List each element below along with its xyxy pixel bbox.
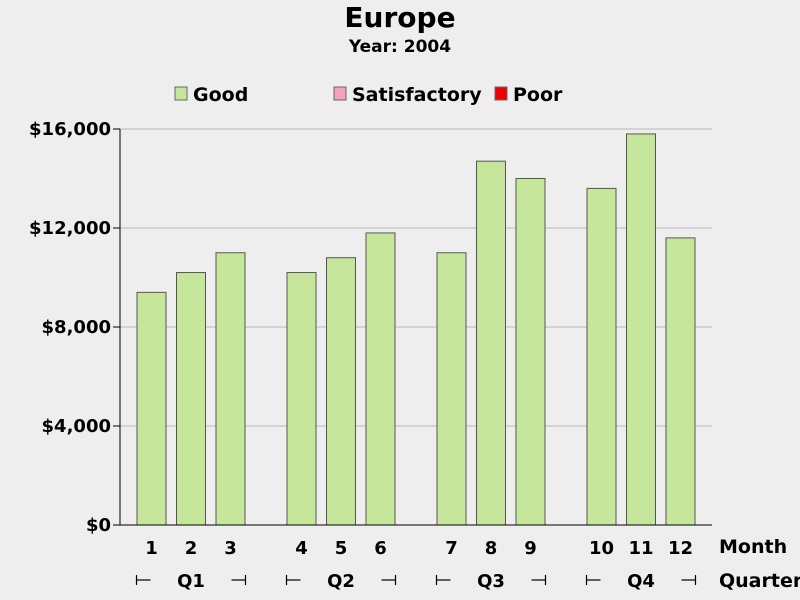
x-tick-label: 11 xyxy=(628,538,653,559)
bar-month-12 xyxy=(665,237,696,526)
x-tick-label: 1 xyxy=(145,538,158,559)
legend: Good Satisfactory Poor xyxy=(174,84,563,106)
bar-month-10 xyxy=(586,187,617,526)
y-tick-label: $0 xyxy=(86,515,111,536)
x-tick-label: 4 xyxy=(295,538,308,559)
legend-swatch-good xyxy=(174,86,188,101)
legend-label-good: Good xyxy=(193,84,248,106)
group-axis-label: Quarter xyxy=(719,570,800,592)
x-tick-label: 5 xyxy=(335,538,348,559)
legend-label-poor: Poor xyxy=(513,84,563,106)
bar-month-2 xyxy=(176,272,206,526)
x-tick-label: 2 xyxy=(185,538,198,559)
y-tick-label: $12,000 xyxy=(29,218,111,239)
bars xyxy=(136,133,696,526)
legend-swatch-satisfactory xyxy=(333,86,347,101)
legend-swatch-poor xyxy=(494,86,508,101)
x-tick-label: 12 xyxy=(668,538,693,559)
x-axis-label: Month xyxy=(719,536,787,558)
bar-month-1 xyxy=(136,291,167,526)
chart-subtitle: Year: 2004 xyxy=(348,37,451,57)
x-tick-label: 7 xyxy=(445,538,458,559)
bar-month-7 xyxy=(436,252,467,526)
y-tick-label: $8,000 xyxy=(42,317,111,338)
quarter-label: Q1 xyxy=(177,571,205,592)
bar-month-6 xyxy=(365,232,396,526)
x-tick-label: 10 xyxy=(589,538,614,559)
y-tick-label: $4,000 xyxy=(42,416,111,437)
chart-title: Europe xyxy=(344,1,455,34)
quarter-label: Q2 xyxy=(327,571,355,592)
x-tick-label: 8 xyxy=(485,538,498,559)
legend-label-satisfactory: Satisfactory xyxy=(352,84,482,106)
grid xyxy=(120,128,712,427)
bar-month-8 xyxy=(476,160,506,526)
bar-month-5 xyxy=(326,257,356,526)
bar-month-9 xyxy=(515,178,546,526)
quarter-label: Q3 xyxy=(477,571,505,592)
x-tick-label: 9 xyxy=(524,538,537,559)
y-tick-label: $16,000 xyxy=(29,119,111,140)
bar-month-4 xyxy=(286,272,317,526)
y-axis: $0 $4,000 $8,000 $12,000 $16,000 xyxy=(29,119,121,536)
x-tick-label: 6 xyxy=(374,538,387,559)
bar-month-3 xyxy=(215,252,246,526)
x-tick-label: 3 xyxy=(224,538,237,559)
quarter-label: Q4 xyxy=(627,571,655,592)
bar-month-11 xyxy=(626,133,656,526)
